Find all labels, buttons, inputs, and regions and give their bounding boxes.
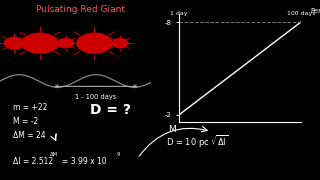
Text: m = +22: m = +22 bbox=[13, 103, 47, 112]
Circle shape bbox=[22, 33, 58, 53]
Text: 9: 9 bbox=[117, 152, 120, 157]
Text: ΔI = 2.512: ΔI = 2.512 bbox=[13, 157, 53, 166]
Text: D = ?: D = ? bbox=[90, 103, 131, 117]
Text: ΔM = 24: ΔM = 24 bbox=[13, 131, 45, 140]
Text: M: M bbox=[168, 125, 176, 134]
Circle shape bbox=[77, 33, 112, 53]
Circle shape bbox=[112, 39, 128, 48]
Text: 100 days: 100 days bbox=[286, 11, 315, 15]
Circle shape bbox=[58, 39, 74, 48]
Text: 1 - 100 days: 1 - 100 days bbox=[76, 94, 116, 100]
Text: = 3.99 x 10: = 3.99 x 10 bbox=[62, 157, 107, 166]
Text: ΔM: ΔM bbox=[50, 152, 58, 157]
Text: Period: Period bbox=[310, 8, 320, 14]
Text: M = -2: M = -2 bbox=[13, 117, 38, 126]
Circle shape bbox=[4, 37, 25, 49]
Text: 1 day: 1 day bbox=[171, 11, 188, 15]
Text: Pulsating Red Giant: Pulsating Red Giant bbox=[36, 5, 124, 14]
Text: D = 10 pc $\mathsf{\sqrt{\Delta I}}$: D = 10 pc $\mathsf{\sqrt{\Delta I}}$ bbox=[166, 133, 229, 150]
